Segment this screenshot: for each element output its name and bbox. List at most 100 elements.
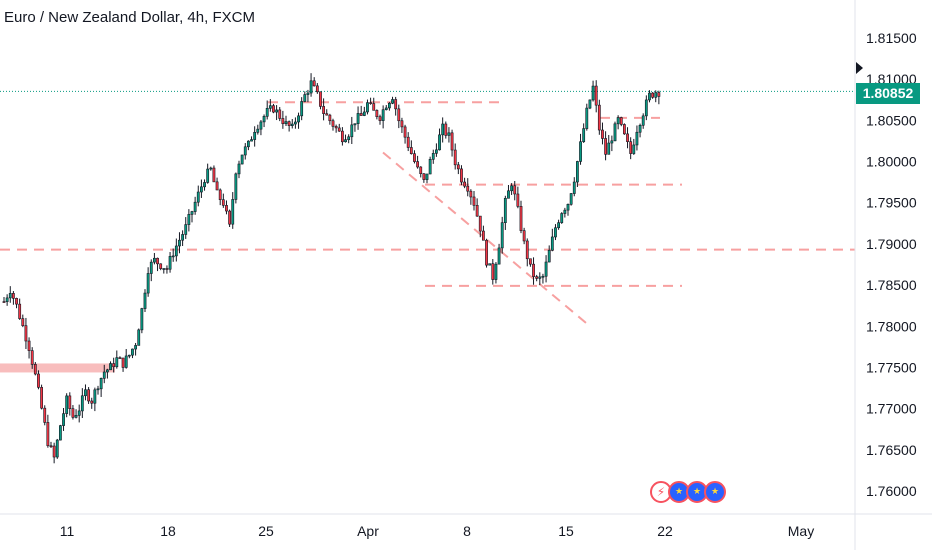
candle-down (482, 230, 485, 241)
candle-down (472, 196, 476, 206)
candle-down (341, 130, 344, 143)
candle-down (519, 206, 523, 231)
candle-up (247, 140, 250, 148)
candle-down (478, 215, 482, 232)
candle-up (576, 161, 579, 183)
candle-down (529, 258, 532, 265)
candle-down (378, 116, 382, 121)
candle-up (84, 389, 87, 397)
price-tick-label: 1.79000 (866, 236, 917, 252)
candle-up (190, 211, 194, 215)
candle-down (156, 257, 159, 265)
candle-down (469, 190, 473, 198)
candle-down (118, 357, 122, 359)
time-tick-label: 22 (657, 523, 673, 539)
candle-down (657, 92, 661, 97)
candle-up (140, 308, 144, 331)
eu-flag-icon[interactable]: ★ (704, 481, 726, 503)
candle-up (654, 92, 658, 98)
candle-up (174, 245, 178, 257)
candle-up (435, 149, 438, 154)
candle-down (597, 104, 601, 131)
candle-up (234, 173, 238, 200)
candle-up (124, 355, 128, 368)
price-tick-label: 1.76000 (866, 483, 917, 499)
candle-up (591, 85, 595, 101)
candle-down (485, 239, 488, 266)
candle-up (566, 204, 570, 211)
candle-up (237, 163, 241, 175)
candle-up (231, 199, 235, 225)
candle-down (165, 268, 169, 270)
candle-up (196, 191, 200, 203)
candle-down (218, 189, 222, 201)
candle-down (416, 161, 419, 168)
candle-down (37, 373, 40, 388)
candle-up (447, 132, 451, 136)
price-tick-label: 1.77500 (866, 359, 917, 375)
candle-up (588, 99, 592, 109)
candle-up (353, 123, 357, 126)
candle-down (49, 445, 53, 448)
price-tick-label: 1.77000 (866, 401, 917, 417)
candle-up (560, 213, 564, 223)
candle-down (12, 293, 15, 299)
candle-up (554, 227, 557, 238)
candle-up (209, 167, 213, 170)
candle-up (356, 113, 360, 124)
candle-up (253, 131, 257, 140)
candle-up (563, 209, 567, 214)
candle-up (431, 153, 435, 160)
candle-up (131, 348, 134, 356)
candle-down (419, 166, 423, 175)
candle-down (334, 126, 338, 129)
candle-up (497, 247, 501, 265)
price-tick-label: 1.81500 (866, 30, 917, 46)
candle-up (134, 345, 137, 350)
candle-up (259, 121, 263, 130)
candle-down (422, 173, 426, 180)
candle-down (626, 133, 629, 142)
candle-up (168, 256, 172, 270)
candle-down (532, 263, 535, 277)
candle-down (112, 363, 116, 368)
candle-down (453, 149, 457, 166)
candle-down (337, 127, 341, 132)
candle-up (438, 134, 441, 151)
candle-up (80, 395, 84, 412)
price-axis: 1.815001.810001.805001.800001.795001.790… (866, 30, 917, 499)
candle-down (513, 185, 517, 195)
price-tick-label: 1.78000 (866, 318, 917, 334)
candle-down (221, 199, 225, 206)
candle-down (90, 400, 94, 404)
candle-up (206, 168, 210, 183)
candle-up (500, 222, 504, 249)
candle-up (243, 146, 247, 156)
candle-down (403, 126, 407, 138)
candle-down (394, 99, 398, 110)
candle-up (294, 121, 297, 125)
candle-down (369, 102, 372, 104)
candle-down (328, 114, 332, 122)
candle-up (557, 222, 560, 229)
candle-up (240, 154, 244, 165)
candle-down (18, 303, 22, 319)
candle-up (5, 297, 9, 302)
flag-icon[interactable] (856, 62, 863, 74)
candle-down (604, 138, 607, 155)
candle-down (460, 168, 463, 183)
candle-up (127, 354, 131, 357)
support-resistance-levels (0, 90, 855, 373)
candle-down (409, 147, 413, 154)
candle-down (325, 113, 329, 116)
candle-up (572, 181, 576, 194)
event-markers[interactable]: ⚡ ★ ★ ★ (650, 481, 726, 507)
candle-up (300, 101, 304, 117)
candle-up (55, 439, 59, 458)
candle-down (40, 387, 43, 409)
candle-up (184, 224, 188, 235)
candle-up (632, 144, 636, 154)
candle-up (74, 415, 78, 418)
price-tick-label: 1.80000 (866, 154, 917, 170)
